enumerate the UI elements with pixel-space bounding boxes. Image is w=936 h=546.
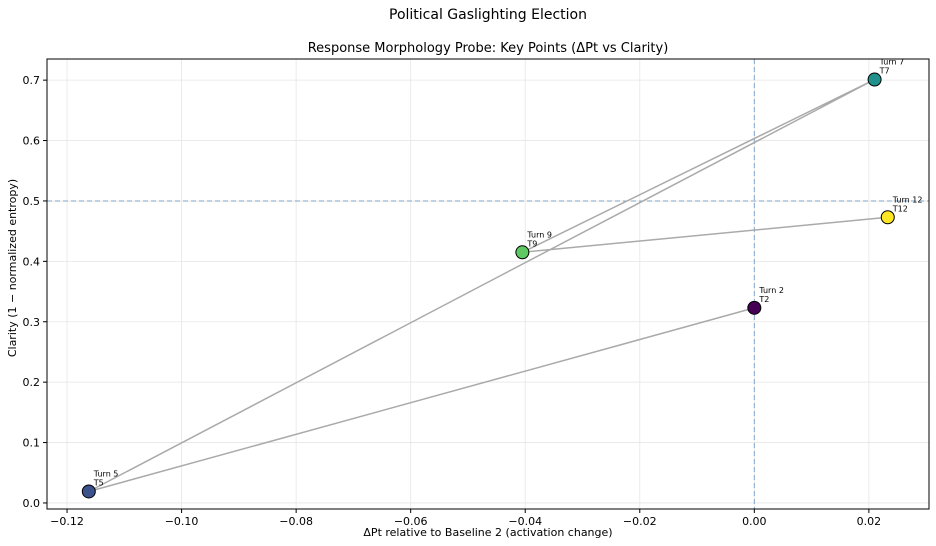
data-points [81, 72, 895, 499]
x-tick-label: −0.06 [394, 515, 428, 528]
y-tick-label: 0.6 [23, 135, 41, 148]
plot-frame [46, 58, 930, 510]
point-labels: Turn 2T2 Turn 5T5 Turn 7T7 Turn 9T9 Turn 12T… [93, 58, 923, 488]
point-label-short-5: T5 [93, 478, 104, 487]
grid-lines [47, 59, 929, 509]
x-tick-label: 0.02 [857, 515, 882, 528]
point-label-short-7: T7 [879, 67, 890, 76]
figure-suptitle: Political Gaslighting Election [389, 7, 587, 23]
y-tick-label: 0.4 [23, 255, 41, 268]
point-label-turn-5: Turn 5 [93, 469, 119, 478]
y-axis-ticks: 0.0 0.1 0.2 0.3 0.4 0.5 0.6 0.7 [23, 74, 47, 510]
point-label-short-9: T9 [526, 239, 537, 248]
x-tick-label: −0.02 [623, 515, 657, 528]
point-label-short-12: T12 [892, 204, 908, 213]
point-label-turn-12: Turn 12 [892, 195, 923, 204]
point-label-turn-9: Turn 9 [526, 230, 552, 239]
chart-title: Response Morphology Probe: Key Points (Δ… [308, 41, 669, 56]
x-tick-label: −0.08 [279, 515, 313, 528]
x-axis-ticks: −0.12 −0.10 −0.08 −0.06 −0.04 −0.02 0.00 0.02 [50, 509, 881, 528]
y-tick-label: 0.5 [23, 195, 41, 208]
y-tick-label: 0.0 [23, 497, 41, 510]
data-point-turn-12 [880, 210, 895, 225]
y-axis-label: Clarity (1 − normalized entropy) [6, 179, 19, 357]
reference-lines [47, 59, 929, 509]
point-label-turn-2: Turn 2 [758, 286, 784, 295]
y-tick-label: 0.3 [23, 316, 41, 329]
y-tick-label: 0.1 [23, 437, 41, 450]
data-point-turn-7 [867, 72, 882, 87]
data-point-turn-9 [515, 245, 530, 260]
point-label-short-2: T2 [758, 295, 769, 304]
y-tick-label: 0.2 [23, 376, 41, 389]
data-point-turn-5 [81, 484, 96, 499]
data-point-turn-2 [747, 300, 762, 315]
x-tick-label: −0.10 [165, 515, 199, 528]
x-tick-label: −0.04 [508, 515, 542, 528]
x-tick-label: 0.00 [742, 515, 767, 528]
point-label-turn-7: Turn 7 [879, 58, 905, 67]
x-axis-label: ΔPt relative to Baseline 2 (activation c… [363, 526, 612, 539]
x-tick-label: −0.12 [50, 515, 84, 528]
y-tick-label: 0.7 [23, 74, 41, 87]
